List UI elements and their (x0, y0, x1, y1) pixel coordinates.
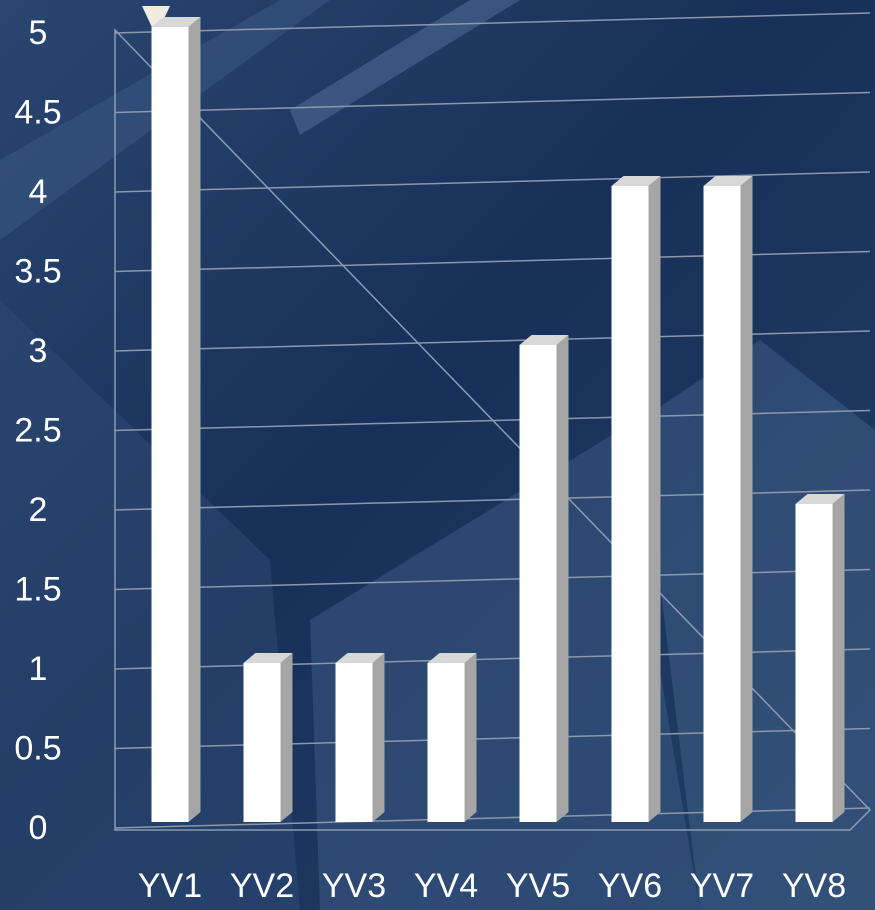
bar-side (464, 653, 477, 822)
grid-line (114, 171, 871, 193)
bar (427, 663, 465, 822)
y-tick-label: 4.5 (14, 93, 61, 131)
bar (703, 186, 741, 822)
x-tick-label: YV4 (414, 867, 478, 905)
y-tick-label: 1 (29, 650, 48, 688)
y-tick-label: 4 (29, 173, 48, 211)
decor (290, 0, 520, 135)
bar (243, 663, 281, 822)
bar (795, 504, 833, 822)
x-tick-label: YV1 (138, 867, 202, 905)
bar-side (648, 176, 661, 822)
x-tick-label: YV3 (322, 867, 386, 905)
plot-area: 0 0.5 1 1.5 2 2.5 3 3.5 4 4.5 5 YV1 YV2 YV3 YV4 YV5 YV6 Y… (14, 12, 871, 905)
bar-top (427, 653, 477, 663)
bar (335, 663, 373, 822)
bar-top (611, 176, 661, 186)
bar (151, 27, 189, 822)
bar-top (243, 653, 293, 663)
y-tick-label: 3 (29, 332, 48, 370)
bar-side (832, 494, 845, 822)
y-tick-label: 0.5 (14, 729, 61, 767)
bar (519, 345, 557, 822)
bar-top (519, 335, 569, 345)
bar-side (188, 17, 201, 822)
y-tick-label: 5 (29, 14, 48, 52)
y-tick-label: 2 (29, 491, 48, 529)
y-tick-label: 0 (29, 809, 48, 847)
bar-side (372, 653, 385, 822)
y-tick-label: 1.5 (14, 570, 61, 608)
grid-line (114, 91, 871, 114)
x-tick-label: YV7 (690, 867, 754, 905)
y-tick-label: 2.5 (14, 411, 61, 449)
marker (142, 6, 170, 36)
bar-side (740, 176, 753, 822)
x-tick-label: YV6 (598, 867, 662, 905)
decor (310, 430, 700, 910)
x-tick-label: YV5 (506, 867, 570, 905)
bar-top (703, 176, 753, 186)
x-tick-label: YV8 (782, 867, 846, 905)
bar (611, 186, 649, 822)
bar-side (556, 335, 569, 822)
bar-top (151, 17, 201, 27)
decor (0, 300, 300, 910)
bar-top (795, 494, 845, 504)
x-tick-label: YV2 (230, 867, 294, 905)
grid-line (114, 12, 871, 34)
bar-top (335, 653, 385, 663)
y-tick-label: 3.5 (14, 252, 61, 290)
bar-side (280, 653, 293, 822)
